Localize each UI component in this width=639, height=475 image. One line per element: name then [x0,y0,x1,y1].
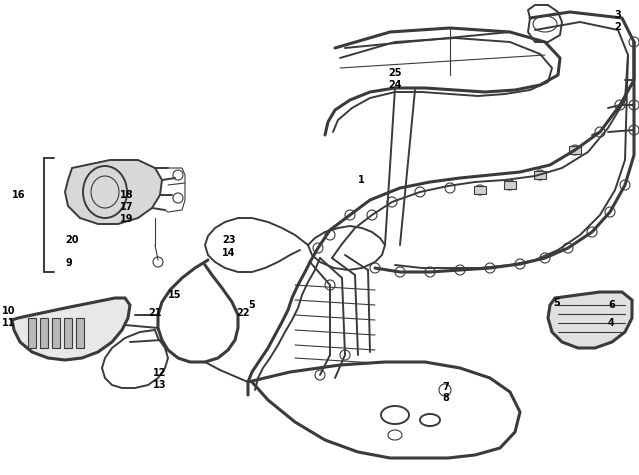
Text: 9: 9 [65,258,72,268]
Polygon shape [65,160,162,224]
Polygon shape [40,318,48,348]
Bar [569,146,581,154]
Polygon shape [548,292,632,348]
Text: 13: 13 [153,380,167,390]
Bar [534,171,546,179]
Text: 16: 16 [12,190,26,200]
Text: 25: 25 [388,68,401,78]
Text: 21: 21 [148,308,162,318]
Text: 5: 5 [553,298,560,308]
Text: 24: 24 [388,80,401,90]
Text: 7: 7 [442,382,449,392]
Text: 19: 19 [120,214,134,224]
Polygon shape [76,318,84,348]
Bar [474,186,486,194]
Text: 20: 20 [65,235,79,245]
Text: 6: 6 [608,300,615,310]
Text: 22: 22 [236,308,249,318]
Text: 15: 15 [168,290,181,300]
Text: 5: 5 [248,300,255,310]
Text: 17: 17 [120,202,134,212]
Text: 12: 12 [153,368,167,378]
Text: 18: 18 [120,190,134,200]
Text: 1: 1 [358,175,365,185]
Bar [504,181,516,189]
Text: 3: 3 [614,10,620,20]
Polygon shape [64,318,72,348]
Polygon shape [52,318,60,348]
Polygon shape [12,298,130,360]
Text: 2: 2 [614,22,620,32]
Text: 23: 23 [222,235,236,245]
Text: 8: 8 [442,393,449,403]
Text: 10: 10 [2,306,15,316]
Text: 4: 4 [608,318,615,328]
Text: 14: 14 [222,248,236,258]
Text: 11: 11 [2,318,15,328]
Polygon shape [28,318,36,348]
